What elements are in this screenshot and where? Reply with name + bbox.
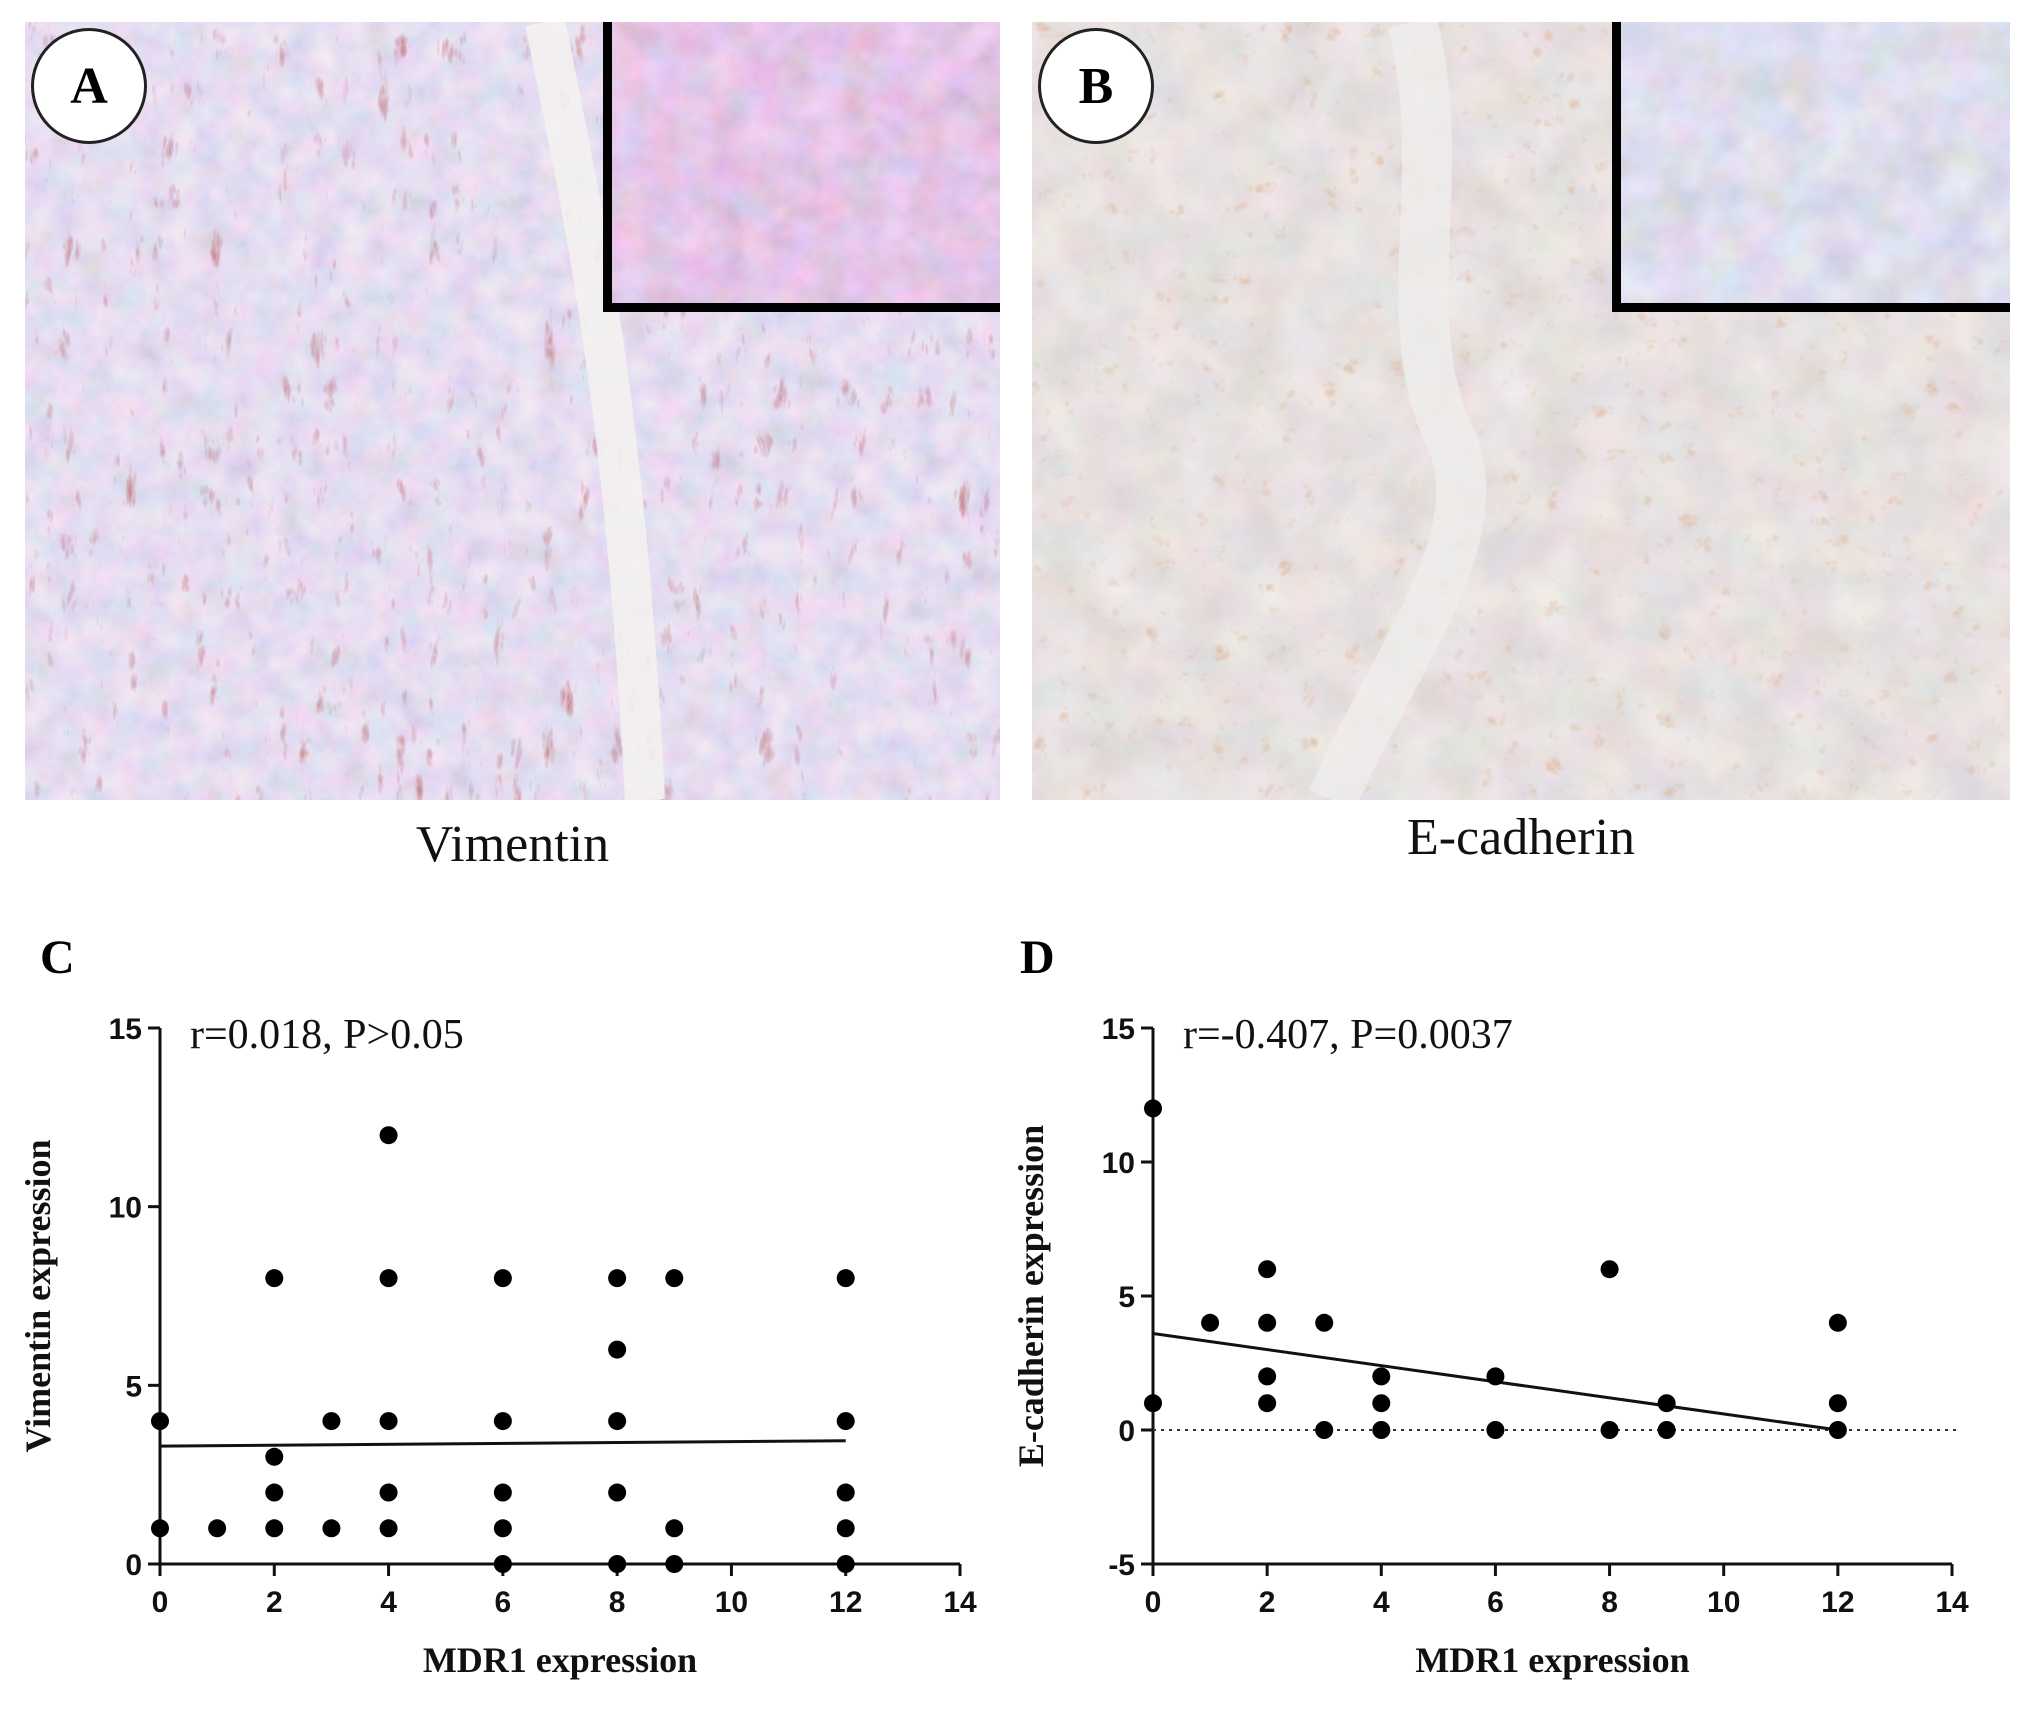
- x-tick-label: 6: [495, 1586, 512, 1619]
- data-point: [1828, 1421, 1847, 1439]
- data-point: [1486, 1421, 1505, 1439]
- x-tick-label: 0: [152, 1586, 169, 1619]
- data-point: [379, 1519, 398, 1538]
- e-cadherin-ihc-image: B: [1032, 22, 2010, 800]
- y-tick-label: 15: [109, 1013, 142, 1046]
- data-point: [1828, 1313, 1847, 1332]
- data-point: [608, 1412, 627, 1431]
- x-tick-label: 4: [1373, 1586, 1390, 1619]
- x-tick-label: 10: [715, 1586, 748, 1619]
- data-point: [608, 1340, 627, 1359]
- data-point: [379, 1126, 398, 1145]
- data-point: [151, 1519, 169, 1538]
- data-point: [1258, 1394, 1277, 1413]
- data-point: [1144, 1099, 1162, 1118]
- y-tick-label: 0: [1118, 1415, 1135, 1448]
- data-point: [665, 1269, 684, 1288]
- data-point: [836, 1269, 855, 1288]
- x-tick-label: 2: [266, 1586, 283, 1619]
- panel-d-label: D: [1020, 931, 1055, 984]
- y-tick-label: 5: [125, 1370, 142, 1403]
- data-point: [1600, 1421, 1619, 1439]
- vimentin-ihc-image: A: [25, 22, 1000, 800]
- e-cadherin-inset-magnified: [1612, 22, 2010, 312]
- data-point: [1258, 1367, 1277, 1386]
- data-point: [265, 1483, 284, 1502]
- data-point: [836, 1412, 855, 1431]
- data-point: [493, 1555, 512, 1573]
- data-point: [493, 1269, 512, 1288]
- x-tick-label: 8: [609, 1586, 626, 1619]
- e-cadherin-scatter-chart: 0 2 4 6 8 10 12 14 -5 0 5 10 15 MDR1 expression E-cadh…: [1011, 1012, 1969, 1680]
- data-point: [265, 1519, 284, 1538]
- x-tick-label: 2: [1259, 1586, 1276, 1619]
- x-tick-label: 14: [1935, 1586, 1969, 1619]
- y-tick-label: 5: [1118, 1281, 1135, 1314]
- data-point: [322, 1519, 341, 1538]
- y-axis-title: Vimentin expression: [18, 1139, 58, 1452]
- x-tick-label: 14: [943, 1586, 977, 1619]
- x-tick-label: 8: [1601, 1586, 1618, 1619]
- y-tick-label: 15: [1102, 1013, 1135, 1046]
- data-point: [1828, 1394, 1847, 1413]
- data-point: [1315, 1313, 1334, 1332]
- data-point: [1372, 1367, 1391, 1386]
- y-axis-title: E-cadherin expression: [1011, 1125, 1051, 1467]
- data-point: [1201, 1313, 1220, 1332]
- correlation-annotation: r=-0.407, P=0.0037: [1183, 1012, 1513, 1058]
- data-point: [1258, 1313, 1277, 1332]
- data-point: [208, 1519, 227, 1538]
- data-point: [836, 1555, 855, 1573]
- data-point: [608, 1555, 627, 1573]
- x-tick-label: 6: [1487, 1586, 1504, 1619]
- data-point: [1372, 1421, 1391, 1439]
- data-point: [493, 1412, 512, 1431]
- panel-b-label: B: [1038, 28, 1154, 144]
- panel-a-label: A: [31, 28, 147, 144]
- data-point: [493, 1519, 512, 1538]
- panel-c-label: C: [40, 931, 75, 984]
- data-point: [265, 1269, 284, 1288]
- data-point: [322, 1412, 341, 1431]
- vimentin-caption: Vimentin: [415, 816, 610, 873]
- x-axis-title: MDR1 expression: [423, 1640, 697, 1680]
- regression-line: [159, 1439, 846, 1448]
- x-axis-title: MDR1 expression: [1415, 1640, 1689, 1680]
- data-point: [379, 1483, 398, 1502]
- vimentin-scatter-chart: 0 2 4 6 8 10 12 14 0 5 10 15 MDR1 expression Vimentin…: [18, 1012, 977, 1680]
- x-tick-label: 12: [829, 1586, 862, 1619]
- data-point: [1315, 1421, 1334, 1439]
- data-point: [1657, 1394, 1676, 1413]
- x-tick-label: 0: [1145, 1586, 1162, 1619]
- data-point: [379, 1412, 398, 1431]
- data-point: [1258, 1260, 1277, 1279]
- data-point: [836, 1519, 855, 1538]
- x-tick-label: 12: [1821, 1586, 1854, 1619]
- e-cadherin-caption: E-cadherin: [1406, 809, 1636, 866]
- vimentin-inset-magnified: [603, 22, 1000, 312]
- correlation-annotation: r=0.018, P>0.05: [190, 1012, 464, 1058]
- x-tick-label: 10: [1707, 1586, 1740, 1619]
- data-point: [836, 1483, 855, 1502]
- data-point: [1486, 1367, 1505, 1386]
- data-point: [265, 1447, 284, 1466]
- data-point: [665, 1519, 684, 1538]
- y-tick-label: 0: [125, 1549, 142, 1582]
- x-tick-label: 4: [380, 1586, 397, 1619]
- data-point: [1144, 1394, 1162, 1413]
- y-tick-label: 10: [1102, 1147, 1135, 1180]
- data-point: [151, 1412, 169, 1431]
- data-point: [608, 1483, 627, 1502]
- y-tick-label: -5: [1108, 1549, 1135, 1582]
- data-point: [665, 1555, 684, 1573]
- y-tick-label: 10: [109, 1192, 142, 1225]
- data-point: [1600, 1260, 1619, 1279]
- data-point: [493, 1483, 512, 1502]
- data-point: [608, 1269, 627, 1288]
- data-point: [379, 1269, 398, 1288]
- data-point: [1372, 1394, 1391, 1413]
- data-point: [1657, 1421, 1676, 1439]
